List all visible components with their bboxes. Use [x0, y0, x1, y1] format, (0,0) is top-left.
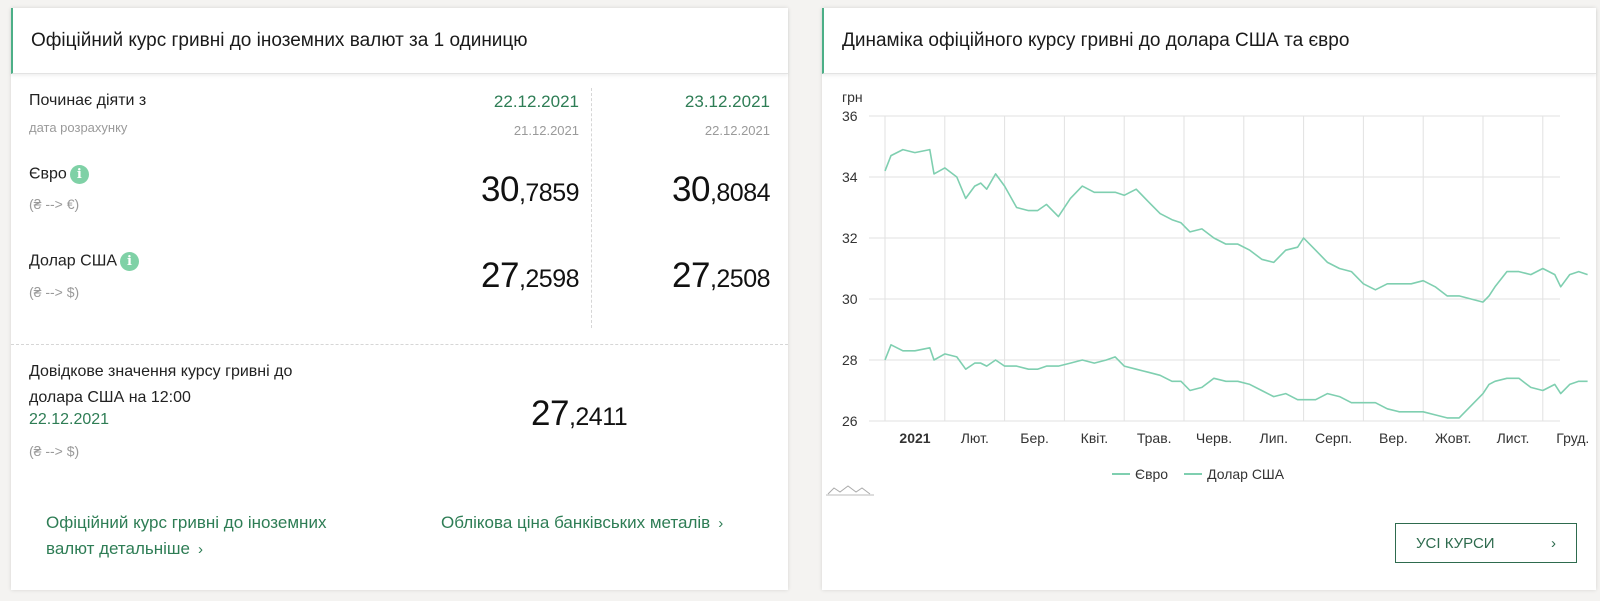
rates-detail-link-line1: Офіційний курс гривні до іноземних — [46, 513, 327, 532]
y-tick-label: 36 — [842, 108, 858, 124]
bank-metals-link[interactable]: Облікова ціна банківських металів › — [441, 510, 723, 537]
usd-rate-col2-frac: ,2508 — [709, 265, 771, 293]
euro-label: Євро — [29, 165, 67, 183]
legend-label-usd: Долар США — [1207, 466, 1285, 482]
info-icon[interactable]: i — [69, 165, 89, 184]
info-icon[interactable]: i — [120, 252, 140, 271]
x-tick-label: Квіт. — [1081, 430, 1108, 446]
usd-label: Долар США — [29, 252, 118, 270]
x-tick-label: Бер. — [1020, 430, 1049, 446]
legend-item-usd[interactable]: Долар США — [1184, 466, 1284, 482]
euro-label-row: Євро i — [29, 165, 89, 184]
legend-line-icon — [1184, 473, 1203, 475]
euro-rate-col1-int: 30 — [481, 170, 519, 209]
x-tick-label: Черв. — [1196, 430, 1232, 446]
col1-effective-date: 22.12.2021 — [493, 92, 579, 111]
euro-rate-col2-frac: ,8084 — [709, 179, 771, 207]
col2-calc-date: 22.12.2021 — [704, 123, 770, 138]
x-tick-label: Лист. — [1497, 430, 1530, 446]
rates-dynamics-card: Динаміка офіційного курсу гривні до дола… — [822, 8, 1596, 590]
usd-rate-col2: 27,2508 — [672, 256, 771, 296]
chevron-right-icon: › — [1551, 534, 1556, 552]
reference-pair: (₴ --> $) — [29, 443, 80, 459]
chevron-right-icon: › — [718, 515, 724, 532]
rates-chart: грн 26 28 30 32 34 36 2021 Лют. Бер. Квіт. Трав. Чер… — [842, 89, 1589, 446]
x-tick-label: Серп. — [1315, 430, 1352, 446]
usd-rate-col1-frac: ,2598 — [518, 265, 580, 293]
y-tick-label: 26 — [842, 413, 858, 429]
usd-pair: (₴ --> $) — [29, 284, 80, 300]
reference-label-line1: Довідкове значення курсу гривні до — [29, 363, 293, 380]
chevron-right-icon: › — [198, 541, 203, 558]
y-tick-label: 30 — [842, 291, 858, 307]
usd-rate-col1-int: 27 — [481, 256, 519, 295]
euro-rate-col2-int: 30 — [672, 170, 710, 209]
y-axis-title: грн — [842, 89, 863, 105]
all-rates-button-label: УСІ КУРСИ — [1416, 534, 1495, 552]
reference-rate-int: 27 — [531, 394, 569, 433]
x-tick-label: Груд. — [1556, 430, 1589, 446]
euro-rate-col2: 30,8084 — [672, 170, 771, 210]
series-line-euro — [884, 148, 1588, 303]
legend-label-euro: Євро — [1135, 466, 1169, 482]
x-tick-label: 2021 — [899, 430, 930, 446]
chart-mini-logo-icon — [826, 485, 874, 496]
reference-rate-frac: ,2411 — [568, 403, 628, 431]
usd-rate-col1: 27,2598 — [481, 256, 580, 296]
rates-detail-link[interactable]: Офіційний курс гривні до іноземних валют… — [46, 510, 326, 563]
reference-date: 22.12.2021 — [29, 411, 110, 428]
y-tick-label: 34 — [842, 169, 858, 185]
official-rates-card: Офіційний курс гривні до іноземних валют… — [11, 8, 788, 590]
x-tick-label: Вер. — [1379, 430, 1408, 446]
x-tick-label: Трав. — [1137, 430, 1172, 446]
legend-item-euro[interactable]: Євро — [1112, 466, 1168, 482]
series-line-usd — [884, 343, 1588, 419]
effective-date-label: Починає діяти з — [29, 92, 147, 109]
col2-effective-date: 23.12.2021 — [684, 92, 770, 111]
reference-rate: 27,2411 — [531, 394, 628, 434]
reference-label-line2: долара США на 12:00 — [29, 389, 191, 406]
bank-metals-link-label: Облікова ціна банківських металів — [441, 513, 711, 532]
rates-detail-link-line2: валют детальніше — [46, 539, 190, 558]
col1-calc-date: 21.12.2021 — [513, 123, 579, 138]
euro-pair: (₴ --> €) — [29, 196, 80, 212]
section-divider — [11, 344, 788, 345]
euro-rate-col1-frac: ,7859 — [518, 179, 580, 207]
legend-line-icon — [1112, 473, 1130, 475]
rates-dynamics-title: Динаміка офіційного курсу гривні до дола… — [822, 8, 1596, 74]
x-tick-label: Жовт. — [1435, 430, 1471, 446]
reference-label: Довідкове значення курсу гривні до долар… — [29, 359, 292, 411]
y-tick-label: 32 — [842, 230, 858, 246]
usd-label-row: Долар США i — [29, 252, 140, 271]
column-divider — [591, 88, 592, 328]
chart-legend: Євро Долар США — [1112, 466, 1284, 482]
x-tick-label: Лют. — [961, 430, 989, 446]
all-rates-button[interactable]: УСІ КУРСИ › — [1395, 523, 1577, 563]
y-tick-label: 28 — [842, 352, 858, 368]
usd-rate-col2-int: 27 — [672, 256, 710, 295]
calc-date-label: дата розрахунку — [29, 120, 128, 135]
official-rates-title: Офіційний курс гривні до іноземних валют… — [11, 8, 788, 74]
euro-rate-col1: 30,7859 — [481, 170, 580, 210]
x-tick-label: Лип. — [1260, 430, 1288, 446]
